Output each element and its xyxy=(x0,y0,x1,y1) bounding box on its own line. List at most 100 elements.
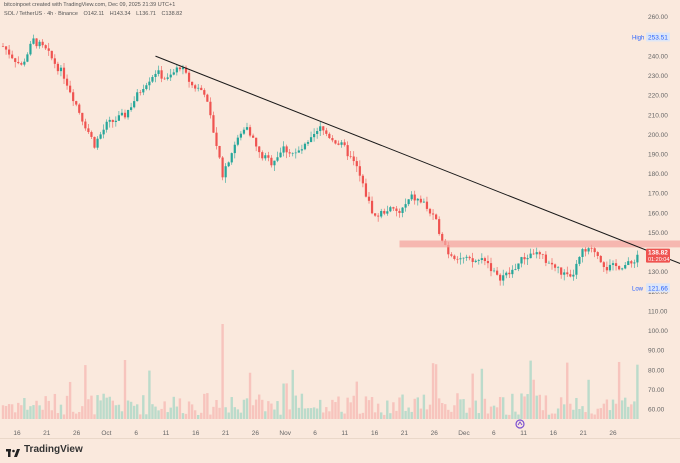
candle-body xyxy=(167,77,169,78)
price-axis[interactable]: 260.00250.00240.00230.00220.00210.00200.… xyxy=(648,14,668,413)
volume-bar xyxy=(325,407,327,419)
volume-bar xyxy=(17,403,19,419)
candle-body xyxy=(566,272,568,274)
candle-body xyxy=(121,113,123,115)
candle-body xyxy=(23,62,25,65)
volume-bars xyxy=(2,324,639,419)
volume-bar xyxy=(121,411,123,419)
candle-body xyxy=(20,63,22,64)
volume-bar xyxy=(72,412,74,419)
footer-bar: TradingView xyxy=(0,438,680,462)
candle-body xyxy=(630,261,632,263)
candle-body xyxy=(554,264,556,267)
low-value: 121.66 xyxy=(648,285,668,292)
candle-body xyxy=(5,46,7,49)
candle-body xyxy=(240,134,242,138)
volume-bar xyxy=(179,398,181,419)
volume-bar xyxy=(206,393,208,419)
volume-bar xyxy=(145,414,147,419)
volume-bar xyxy=(386,401,388,419)
volume-bar xyxy=(539,395,541,419)
time-tick: Nov xyxy=(279,430,291,437)
candle-body xyxy=(283,146,285,152)
volume-bar xyxy=(584,412,586,419)
candle-body xyxy=(276,157,278,160)
candle-body xyxy=(337,144,339,145)
candle-body xyxy=(84,122,86,129)
candle-body xyxy=(295,153,297,154)
candlesticks xyxy=(2,35,639,286)
candle-body xyxy=(621,268,623,269)
volume-bar xyxy=(109,397,111,419)
candle-body xyxy=(350,156,352,157)
candle-body xyxy=(487,261,489,263)
volume-bar xyxy=(392,402,394,419)
candle-body xyxy=(420,199,422,203)
volume-bar xyxy=(356,382,358,419)
volume-bar xyxy=(66,396,68,419)
volume-bar xyxy=(508,415,510,419)
volume-bar xyxy=(170,408,172,419)
candle-body xyxy=(17,62,19,63)
volume-bar xyxy=(273,410,275,419)
volume-bar xyxy=(621,400,623,419)
volume-bar xyxy=(188,401,190,419)
volume-bar xyxy=(432,363,434,419)
candle-body xyxy=(26,54,28,61)
volume-bar xyxy=(231,397,233,419)
price-chart[interactable]: 260.00250.00240.00230.00220.00210.00200.… xyxy=(0,0,680,438)
price-tick: 110.00 xyxy=(648,308,668,315)
volume-bar xyxy=(462,399,464,419)
volume-bar xyxy=(60,405,62,419)
alert-icon[interactable] xyxy=(516,420,524,428)
candle-body xyxy=(63,68,65,79)
candle-body xyxy=(313,134,315,137)
trendline[interactable] xyxy=(156,56,680,287)
candle-body xyxy=(405,204,407,207)
volume-bar xyxy=(264,411,266,419)
volume-bar xyxy=(490,407,492,419)
volume-bar xyxy=(359,414,361,419)
volume-bar xyxy=(301,394,303,419)
candle-body xyxy=(75,101,77,104)
volume-bar xyxy=(133,406,135,419)
candle-body xyxy=(603,262,605,267)
candle-body xyxy=(234,145,236,153)
candle-body xyxy=(45,45,47,48)
candle-body xyxy=(411,195,413,200)
volume-bar xyxy=(200,413,202,419)
candle-body xyxy=(466,257,468,258)
volume-bar xyxy=(554,414,556,419)
candle-body xyxy=(438,219,440,234)
volume-bar xyxy=(404,411,406,419)
candle-body xyxy=(106,122,108,130)
candle-body xyxy=(615,263,617,266)
candle-body xyxy=(289,152,291,153)
candle-body xyxy=(90,132,92,137)
candle-body xyxy=(136,92,138,101)
candle-body xyxy=(69,86,71,93)
volume-bar xyxy=(514,412,516,419)
volume-bar xyxy=(487,414,489,419)
volume-bar xyxy=(493,406,495,419)
volume-bar xyxy=(197,415,199,419)
volume-bar xyxy=(11,404,13,419)
time-tick: 26 xyxy=(73,430,81,437)
volume-bar xyxy=(96,395,98,419)
candle-body xyxy=(279,153,281,158)
volume-bar xyxy=(627,407,629,419)
candle-body xyxy=(142,89,144,92)
candle-body xyxy=(8,50,10,55)
candle-body xyxy=(401,208,403,213)
price-tick: 180.00 xyxy=(648,171,668,178)
volume-bar xyxy=(240,413,242,419)
candle-body xyxy=(398,211,400,213)
volume-bar xyxy=(224,407,226,419)
candle-body xyxy=(469,257,471,258)
candle-body xyxy=(273,161,275,166)
candle-body xyxy=(523,257,525,259)
volume-bar xyxy=(597,409,599,419)
volume-bar xyxy=(51,410,53,419)
tradingview-brand[interactable]: TradingView xyxy=(6,444,83,455)
